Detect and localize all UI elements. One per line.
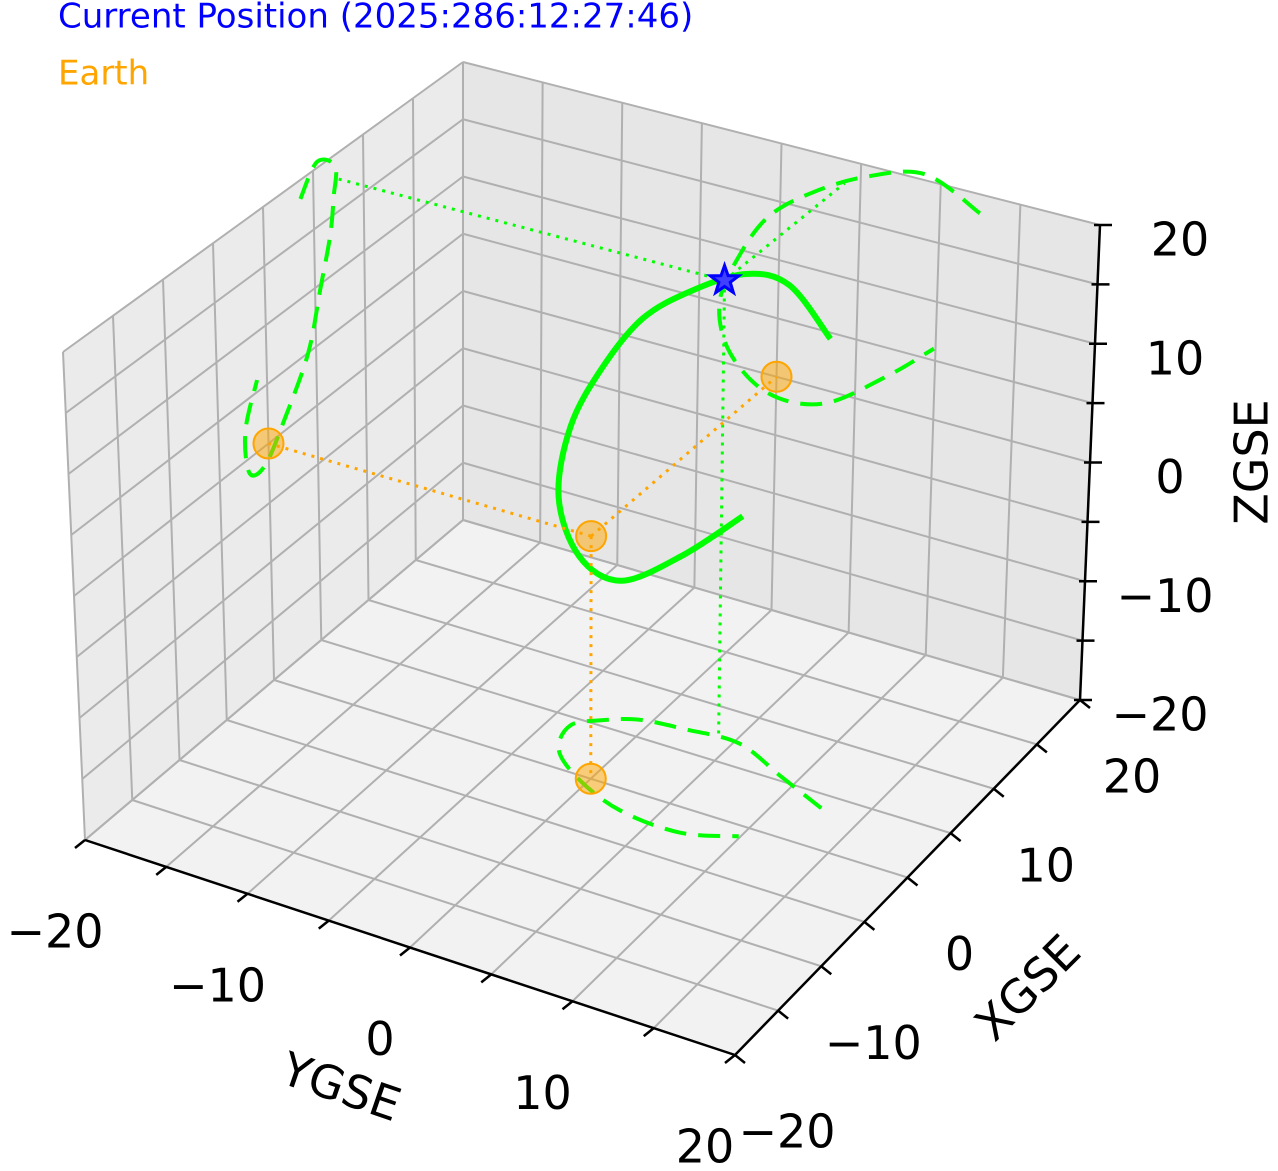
grid-line [362, 134, 370, 601]
y-tick-label: −10 [169, 958, 266, 1012]
z-axis-label: ZGSE [1225, 399, 1278, 524]
y-tick-label: 0 [365, 1012, 394, 1066]
grid-line [415, 559, 1038, 746]
x-tick-label: −10 [825, 1016, 922, 1070]
y-tick-mark [155, 865, 168, 876]
projection-guide [717, 280, 727, 738]
grid-line [462, 232, 1093, 405]
z-tick-label: −20 [1111, 688, 1208, 742]
y-tick-mark [724, 1054, 736, 1064]
grid-line [462, 175, 1096, 345]
orbit [555, 270, 833, 584]
y-tick-label: −20 [6, 905, 103, 959]
grid-line [412, 98, 417, 561]
y-tick-mark [236, 892, 249, 903]
grid-line [847, 163, 863, 633]
x-tick-mark [906, 876, 919, 887]
x-tick-label: 20 [1103, 750, 1162, 804]
z-tick-label: 20 [1151, 213, 1210, 267]
x-tick-mark [863, 920, 876, 931]
x-tick-label: 0 [945, 927, 974, 981]
x-tick-mark [1036, 743, 1048, 754]
y-tick-mark [642, 1027, 655, 1038]
grid-line [462, 519, 1081, 701]
x-tick-mark [949, 832, 962, 843]
grid-line [312, 170, 323, 641]
earth-projection [760, 360, 793, 393]
x-tick-mark [992, 787, 1005, 798]
grid-line [924, 184, 942, 656]
x-tick-label: −20 [738, 1105, 835, 1159]
earth-projection [574, 762, 607, 795]
grid-line [65, 118, 464, 414]
y-tick-mark [480, 973, 493, 984]
grid-line [70, 232, 464, 536]
current-position [705, 260, 744, 297]
z-tick-label: −10 [1116, 569, 1213, 623]
y-tick-mark [561, 1000, 574, 1011]
x-tick-mark [734, 1054, 746, 1064]
legend-earth: Earth [58, 54, 149, 94]
grid-line [62, 61, 464, 353]
grid-line [368, 599, 995, 790]
y-tick-mark [399, 946, 411, 957]
projection-guide [334, 176, 725, 282]
z-tick-label: 0 [1155, 450, 1184, 504]
earth [575, 520, 608, 553]
grid-line [67, 175, 464, 475]
x-tick-mark [1079, 699, 1091, 709]
projection-guide [723, 182, 846, 282]
z-tick-label: 10 [1146, 331, 1205, 385]
y-tick-mark [317, 919, 330, 930]
y-tick-label: 20 [676, 1120, 735, 1171]
grid-line [571, 654, 927, 1002]
y-tick-mark [74, 839, 86, 849]
projection-guide [268, 442, 592, 538]
y-tick-label: 10 [513, 1066, 572, 1120]
grid-line [490, 631, 850, 976]
grid-line [1001, 204, 1022, 678]
x-axis-label: XGSE [964, 924, 1091, 1051]
x-tick-label: 10 [1016, 838, 1075, 892]
legend-current: Current Position (2025:286:12:27:46) [58, 0, 693, 37]
x-tick-mark [777, 1009, 789, 1020]
grid-line [462, 118, 1098, 286]
grid-line [462, 61, 1101, 226]
grid-line [653, 676, 1004, 1029]
orbit-projection-left [243, 157, 339, 478]
grid-line [320, 639, 951, 835]
earth-projection [252, 427, 285, 460]
x-tick-mark [820, 965, 833, 976]
